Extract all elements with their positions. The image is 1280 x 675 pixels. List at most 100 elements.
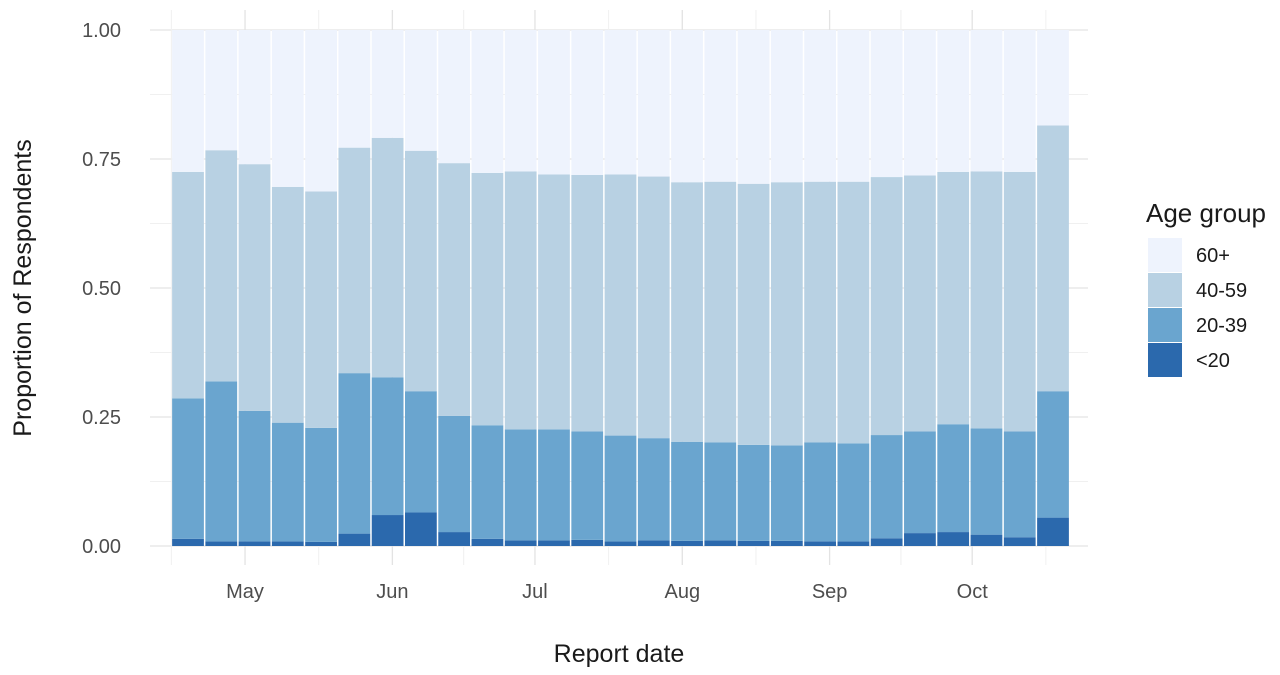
legend: Age group 60+ 40-59 20-39 <20 bbox=[1146, 198, 1266, 377]
bar-segment bbox=[970, 30, 1003, 172]
x-tick-label: May bbox=[226, 581, 264, 603]
bar-segment bbox=[538, 174, 570, 430]
x-tick-label: Sep bbox=[812, 581, 848, 603]
bar-segment bbox=[371, 137, 404, 378]
bar-segment bbox=[604, 30, 637, 175]
bar-segment bbox=[937, 30, 970, 172]
bar-segment bbox=[238, 30, 271, 165]
x-axis-title: Report date bbox=[554, 640, 685, 668]
bar-segment bbox=[305, 191, 337, 428]
bar-segment bbox=[538, 30, 570, 175]
bar-segment bbox=[737, 444, 770, 541]
bar-segment bbox=[504, 171, 537, 430]
bar-segment bbox=[671, 540, 703, 546]
bar-segment bbox=[438, 163, 471, 416]
bar-segment bbox=[671, 182, 703, 442]
y-tick-label: 1.00 bbox=[82, 20, 121, 42]
bar-segment bbox=[271, 30, 304, 187]
bar-segment bbox=[271, 541, 304, 546]
bar-segment bbox=[438, 415, 471, 533]
legend-label: 20-39 bbox=[1196, 315, 1247, 337]
bar-segment bbox=[1003, 30, 1036, 172]
bar-segment bbox=[937, 532, 970, 546]
bar-segment bbox=[1037, 30, 1069, 126]
bar-segment bbox=[804, 30, 836, 182]
bar-segment bbox=[1037, 517, 1069, 546]
bar-segment bbox=[904, 533, 936, 546]
bar-segment bbox=[637, 540, 670, 546]
bar-segment bbox=[571, 175, 604, 432]
bar-segment bbox=[1037, 391, 1069, 518]
y-tick-label: 0.00 bbox=[82, 536, 121, 558]
bar-segment bbox=[238, 541, 271, 546]
legend-swatch bbox=[1148, 238, 1182, 272]
bar-segment bbox=[704, 30, 737, 182]
bar-segment bbox=[870, 435, 903, 539]
bar-segment bbox=[438, 532, 471, 546]
bar-segment bbox=[172, 398, 204, 539]
bar-segment bbox=[371, 515, 404, 546]
bar-segment bbox=[471, 30, 504, 173]
bar-segment bbox=[571, 30, 604, 175]
bar-segment bbox=[637, 30, 670, 177]
y-tick-label: 0.50 bbox=[82, 278, 121, 300]
bar-segment bbox=[205, 541, 238, 546]
bar-segment bbox=[271, 422, 304, 542]
legend-label: 60+ bbox=[1196, 245, 1230, 267]
bar-segment bbox=[338, 533, 371, 546]
bar-segment bbox=[804, 442, 836, 542]
bar-segment bbox=[770, 445, 803, 541]
legend-title: Age group bbox=[1146, 198, 1266, 228]
bar-segment bbox=[604, 541, 637, 546]
bar-segment bbox=[937, 424, 970, 533]
bar-segment bbox=[238, 164, 271, 411]
bar-segment bbox=[770, 540, 803, 546]
bar-segment bbox=[504, 540, 537, 546]
x-tick-label: Oct bbox=[957, 581, 989, 603]
bar-segment bbox=[571, 431, 604, 540]
bar-segment bbox=[671, 30, 703, 183]
y-tick-label: 0.75 bbox=[82, 149, 121, 171]
bar-segment bbox=[405, 512, 437, 546]
bar-segment bbox=[837, 541, 870, 546]
bar-segment bbox=[1003, 431, 1036, 538]
bar-segment bbox=[405, 150, 437, 392]
bar-segment bbox=[172, 171, 204, 399]
bar-segment bbox=[837, 30, 870, 182]
y-axis-title: Proportion of Respondents bbox=[9, 139, 37, 436]
bar-segment bbox=[1003, 171, 1036, 432]
bar-segment bbox=[371, 30, 404, 138]
bar-segment bbox=[172, 538, 204, 546]
bar-segment bbox=[970, 428, 1003, 535]
bar-segment bbox=[205, 381, 238, 542]
bar-segment bbox=[538, 429, 570, 541]
bar-segment bbox=[837, 443, 870, 542]
legend-label: <20 bbox=[1196, 350, 1230, 372]
bar-segment bbox=[338, 373, 371, 534]
bar-segment bbox=[637, 438, 670, 541]
bar-segment bbox=[271, 186, 304, 423]
bar-segment bbox=[870, 177, 903, 436]
bar-segment bbox=[970, 534, 1003, 546]
bar-segment bbox=[671, 441, 703, 541]
bar-segment bbox=[405, 30, 437, 151]
bar-segment bbox=[504, 30, 537, 172]
x-tick-label: Jun bbox=[376, 581, 408, 603]
bar-segment bbox=[504, 429, 537, 541]
bar-segment bbox=[305, 30, 337, 192]
bar-segment bbox=[704, 442, 737, 541]
bar-segment bbox=[904, 175, 936, 432]
bar-segment bbox=[737, 30, 770, 184]
bar-segment bbox=[471, 425, 504, 539]
bar-segment bbox=[1037, 125, 1069, 392]
bar-segment bbox=[538, 540, 570, 546]
bars bbox=[172, 30, 1069, 546]
bar-segment bbox=[804, 541, 836, 546]
bar-segment bbox=[937, 171, 970, 425]
bar-segment bbox=[837, 181, 870, 444]
bar-segment bbox=[637, 176, 670, 439]
x-tick-label: Jul bbox=[522, 581, 548, 603]
legend-label: 40-59 bbox=[1196, 280, 1247, 302]
bar-segment bbox=[305, 541, 337, 546]
